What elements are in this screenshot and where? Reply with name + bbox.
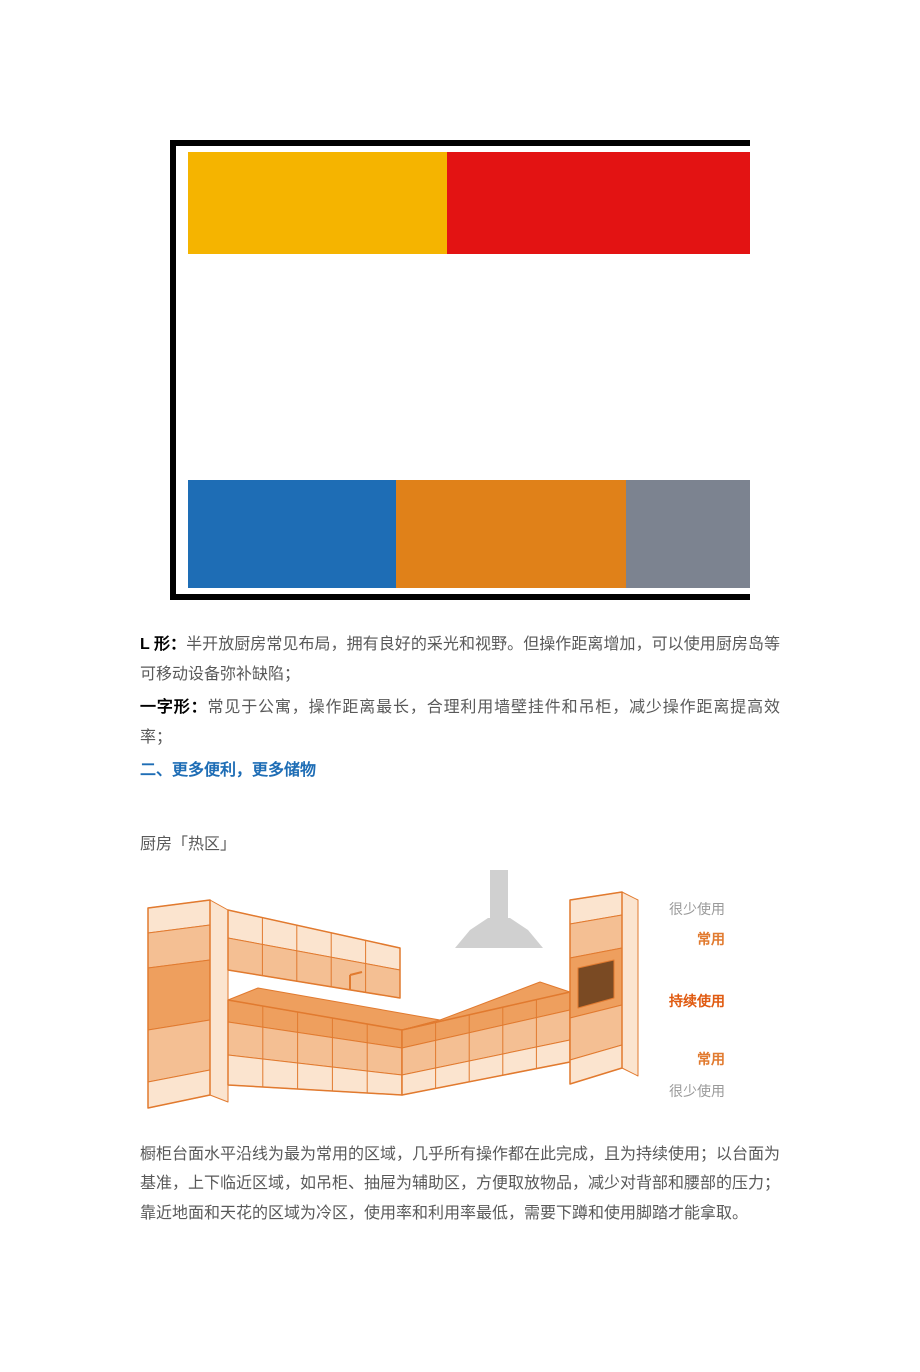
top-yellow bbox=[188, 152, 447, 254]
line-shape-text: 常见于公寓，操作距离最长，合理利用墙壁挂件和吊柜，减少操作距离提高效率； bbox=[140, 699, 780, 746]
para-l-shape: L 形：半开放厨房常见布局，拥有良好的采光和视野。但操作距离增加，可以使用厨房岛… bbox=[140, 630, 780, 689]
kitchen-layout-diagram bbox=[170, 140, 750, 600]
layout-bottom-row bbox=[188, 480, 750, 588]
bottom-grey bbox=[626, 480, 750, 588]
bottom-blue bbox=[188, 480, 396, 588]
l-shape-label: L 形： bbox=[140, 636, 186, 653]
hotzone-label: 持续使用 bbox=[669, 994, 725, 1008]
l-shape-text: 半开放厨房常见布局，拥有良好的采光和视野。但操作距离增加，可以使用厨房岛等可移动… bbox=[140, 636, 780, 683]
kitchen-hotzone-diagram: 很少使用常用持续使用常用很少使用 bbox=[140, 870, 720, 1120]
hotzone-label: 很少使用 bbox=[669, 902, 725, 916]
hotzone-subhead: 厨房「热区」 bbox=[140, 830, 780, 860]
hotzone-label: 常用 bbox=[697, 932, 725, 946]
para-line-shape: 一字形：常见于公寓，操作距离最长，合理利用墙壁挂件和吊柜，减少操作距离提高效率； bbox=[140, 693, 780, 752]
para-body-after: 橱柜台面水平沿线为最为常用的区域，几乎所有操作都在此完成，且为持续使用；以台面为… bbox=[140, 1140, 780, 1229]
hotzone-label: 常用 bbox=[697, 1052, 725, 1066]
hotzone-label: 很少使用 bbox=[669, 1084, 725, 1098]
layout-top-row bbox=[188, 152, 750, 254]
top-red bbox=[447, 152, 750, 254]
bottom-orange bbox=[396, 480, 626, 588]
section-title: 二、更多便利，更多储物 bbox=[140, 756, 780, 786]
hotzone-svg bbox=[140, 870, 720, 1120]
line-shape-label: 一字形： bbox=[140, 699, 207, 716]
